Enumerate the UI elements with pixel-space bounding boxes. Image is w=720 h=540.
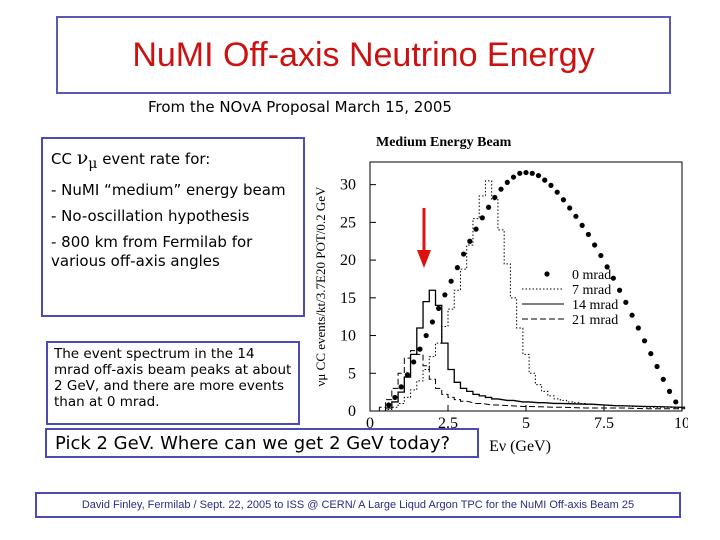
- point-0mrad-31: [579, 222, 585, 228]
- point-0mrad-37: [617, 287, 623, 293]
- point-0mrad-16: [485, 204, 492, 210]
- point-0mrad-6: [423, 332, 429, 339]
- point-0mrad-11: [454, 265, 460, 271]
- arrow-head: [417, 250, 431, 268]
- point-0mrad-25: [542, 177, 548, 183]
- y-tick-label-6: 30: [340, 177, 356, 194]
- x-tick-label-0: 0: [366, 415, 374, 432]
- point-0mrad-13: [467, 238, 473, 244]
- point-0mrad-15: [479, 215, 485, 221]
- point-0mrad-42: [648, 351, 654, 357]
- point-0mrad-27: [554, 189, 560, 195]
- event-rate-heading: CC νμ event rate for:: [51, 149, 295, 174]
- point-0mrad-22: [523, 169, 529, 176]
- y-tick-label-1: 5: [348, 365, 356, 382]
- point-0mrad-1: [392, 394, 398, 401]
- footer-text: David Finley, Fermilab / Sept. 22, 2005 …: [81, 499, 635, 511]
- legend-label-3: 21 mrad: [572, 313, 618, 328]
- event-rate-box: CC νμ event rate for: - NuMI “medium” en…: [41, 137, 305, 317]
- x-tick-label-2: 5: [522, 415, 530, 432]
- point-0mrad-46: [673, 399, 679, 405]
- point-0mrad-20: [510, 174, 517, 180]
- point-0mrad-23: [529, 170, 535, 176]
- point-0mrad-19: [504, 179, 510, 185]
- point-0mrad-30: [573, 213, 579, 219]
- point-0mrad-5: [417, 346, 423, 352]
- mu-subscript: μ: [88, 156, 98, 172]
- nu-symbol: ν: [76, 147, 89, 169]
- legend-label-2: 14 mrad: [572, 298, 618, 313]
- point-0mrad-28: [560, 197, 567, 203]
- point-0mrad-0: [386, 402, 392, 408]
- point-0mrad-9: [442, 292, 448, 298]
- bullet-beam: - NuMI “medium” energy beam: [51, 181, 286, 199]
- y-tick-label-4: 20: [340, 252, 356, 269]
- y-tick-label-2: 10: [340, 328, 356, 345]
- point-0mrad-39: [629, 312, 635, 318]
- point-0mrad-40: [635, 325, 641, 331]
- note-text: The event spectrum in the 14 mrad off-ax…: [54, 346, 292, 410]
- point-0mrad-26: [548, 182, 554, 188]
- legend-label-0: 0 mrad: [572, 268, 611, 283]
- point-0mrad-8: [436, 305, 442, 311]
- title-box: NuMI Off-axis Neutrino Energy: [56, 16, 671, 94]
- series-line-2: [384, 289, 686, 411]
- point-0mrad-18: [498, 186, 504, 192]
- page-title: NuMI Off-axis Neutrino Energy: [132, 35, 595, 74]
- event-rate-suffix: event rate for:: [102, 150, 211, 168]
- x-axis-label: Eν (GeV): [489, 438, 551, 455]
- point-0mrad-10: [448, 278, 454, 284]
- y-tick-label-0: 0: [348, 403, 356, 420]
- point-0mrad-7: [429, 319, 435, 325]
- point-0mrad-35: [604, 264, 610, 270]
- legend-label-1: 7 mrad: [572, 283, 611, 298]
- y-tick-label-3: 15: [340, 290, 356, 307]
- point-0mrad-14: [473, 226, 479, 232]
- bullet-distance: - 800 km from Fermilab for various off-a…: [51, 233, 253, 270]
- series-line-3: [378, 350, 686, 411]
- x-tick-label-1: 2.5: [438, 415, 458, 432]
- point-0mrad-36: [610, 275, 616, 281]
- point-0mrad-32: [585, 231, 591, 238]
- bullet-no-oscillation: - No-oscillation hypothesis: [51, 207, 250, 225]
- y-tick-label-5: 25: [340, 214, 356, 231]
- point-0mrad-45: [666, 388, 673, 394]
- point-0mrad-43: [654, 363, 660, 370]
- arrow-annotation: [417, 208, 431, 268]
- point-0mrad-29: [567, 205, 573, 211]
- subtitle: From the NOvA Proposal March 15, 2005: [148, 98, 452, 116]
- point-0mrad-3: [404, 372, 411, 378]
- pick-text: Pick 2 GeV. Where can we get 2 GeV today…: [55, 432, 451, 454]
- point-0mrad-41: [641, 338, 648, 344]
- point-0mrad-44: [660, 376, 666, 382]
- footer: David Finley, Fermilab / Sept. 22, 2005 …: [35, 492, 681, 518]
- point-0mrad-4: [411, 359, 417, 365]
- plot-area: Medium Energy Beam 0 2.5 5 7.5 10 0 5 10 15 20 25 30…: [313, 135, 688, 455]
- event-rate-prefix: CC: [51, 150, 72, 168]
- point-0mrad-33: [592, 242, 598, 248]
- series-layer: [378, 169, 686, 411]
- point-0mrad-24: [535, 172, 542, 179]
- series-line-1: [385, 180, 686, 411]
- point-0mrad-12: [461, 251, 467, 257]
- y-axis-label: νμ CC events/kt/3.7E20 POT/0.2 GeV: [313, 186, 328, 387]
- legend-marker-0: [544, 271, 550, 277]
- point-0mrad-2: [398, 384, 404, 390]
- x-tick-label-4: 10: [674, 415, 688, 432]
- point-0mrad-38: [623, 299, 629, 305]
- note-box: The event spectrum in the 14 mrad off-ax…: [46, 341, 300, 425]
- point-0mrad-21: [517, 170, 523, 176]
- point-0mrad-17: [492, 194, 498, 201]
- plot-frame: [369, 161, 683, 412]
- pick-box: Pick 2 GeV. Where can we get 2 GeV today…: [45, 428, 479, 458]
- x-tick-label-3: 7.5: [594, 415, 614, 432]
- chart-title: Medium Energy Beam: [376, 135, 512, 150]
- point-0mrad-34: [598, 252, 604, 259]
- energy-chart: Medium Energy Beam 0 2.5 5 7.5 10 0 5 10 15 20 25 30…: [313, 135, 688, 455]
